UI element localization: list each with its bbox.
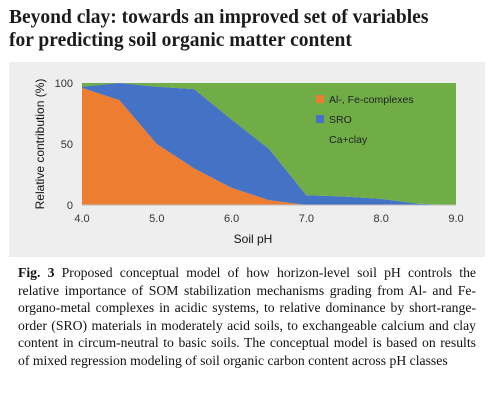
title-line-2: for predicting soil organic matter conte… [9,30,352,51]
area-al-fe-complexes [82,87,456,205]
x-tick-label: 5.0 [149,213,164,225]
x-tick-label: 8.0 [374,213,389,225]
area-sro [82,83,456,205]
legend-label: SRO [329,114,352,126]
paper-title: Beyond clay: towards an improved set of … [9,6,485,52]
legend-swatch [316,115,324,123]
x-tick-label: 6.0 [224,213,239,225]
legend-swatch [316,95,324,103]
caption-text: Proposed conceptual model of how horizon… [18,265,476,368]
figure-panel: 0 50 100 4.0 5.0 6.0 7.0 8.0 9.0 Soil pH Relative … [9,62,485,257]
legend-swatch [316,135,324,143]
caption-label: Fig. 3 [18,265,55,280]
x-tick-label: 9.0 [448,213,463,225]
y-tick-label: 100 [55,78,73,90]
legend-label: Al-, Fe-complexes [329,94,414,106]
stacked-area-chart: 0 50 100 4.0 5.0 6.0 7.0 8.0 9.0 Soil pH Relative … [33,78,464,246]
area-ca-clay [82,83,456,205]
x-tick-label: 7.0 [299,213,314,225]
legend-label: Ca+clay [329,134,368,146]
y-tick-label: 0 [67,200,73,212]
x-tick-label: 4.0 [74,213,89,225]
y-tick-label: 50 [61,139,73,151]
y-axis-title: Relative contribution (%) [33,79,47,210]
x-axis-title: Soil pH [234,232,273,246]
figure-caption: Fig. 3 Proposed conceptual model of how … [18,264,476,370]
title-line-1: Beyond clay: towards an improved set of … [9,7,429,28]
